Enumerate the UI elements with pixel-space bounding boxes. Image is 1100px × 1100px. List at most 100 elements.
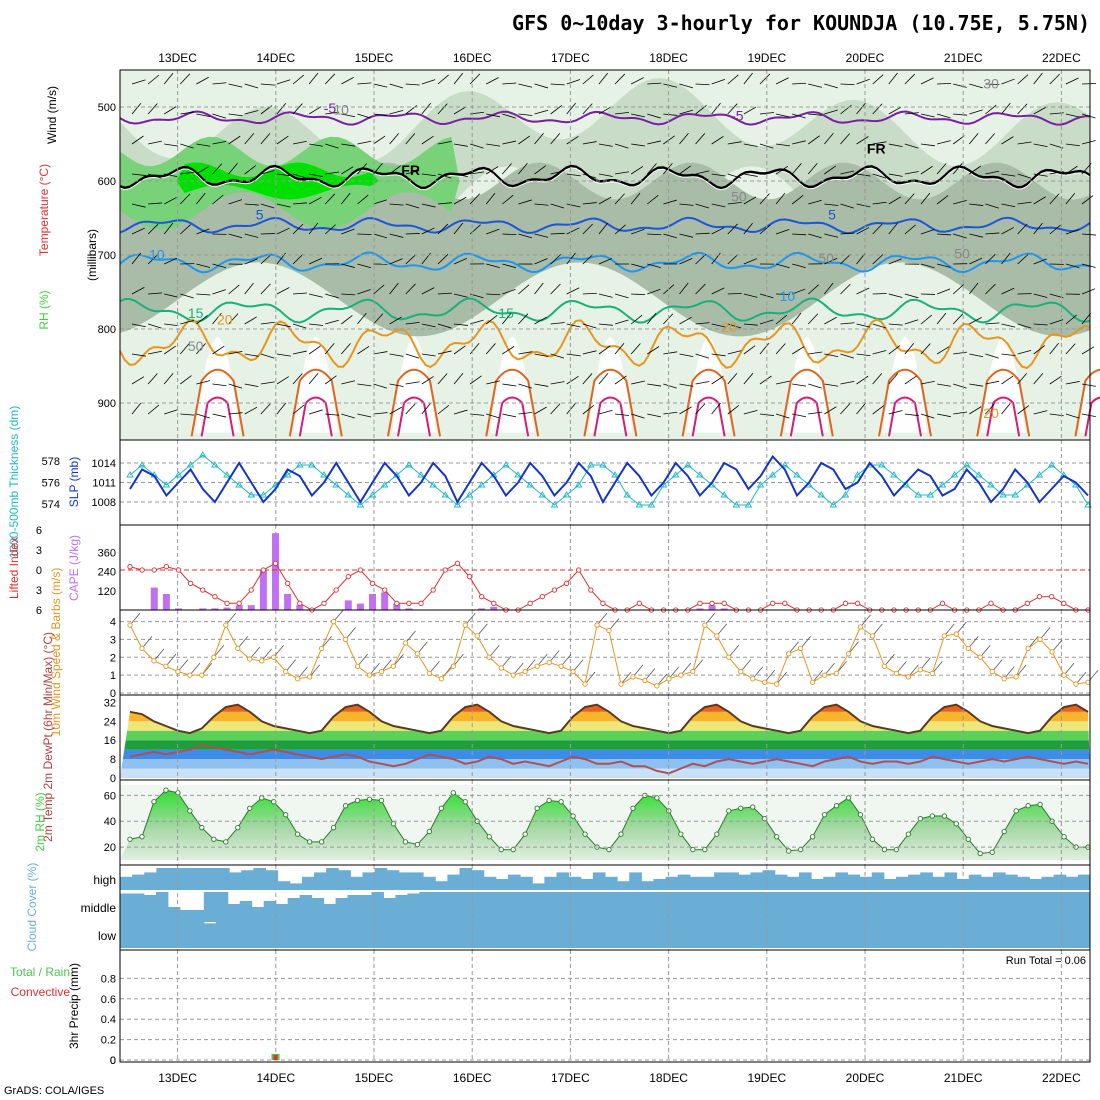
contour-label: FR [867,141,886,157]
cloud-middle-bar [838,892,851,922]
wind-barb [550,322,565,325]
wind-barb [502,82,517,85]
wind-barb [985,322,1000,325]
cloud-low-bar [167,922,181,948]
thickness-line-point [841,491,850,498]
wind-barb [759,319,774,325]
wind-barb [405,133,416,145]
wind-barb [550,203,565,209]
wind-barb [792,263,806,268]
cloud-low-bar [263,922,277,948]
wind-barb [727,254,739,265]
cloud-middle-bar [491,892,504,922]
wind-barb [872,74,884,85]
li-line-point [442,567,448,573]
rh2m-line-point [977,850,983,857]
wind-barb [1017,201,1032,205]
cloud-high-bar [786,876,800,890]
cloud-low-bar [814,922,828,948]
rh2m-line-point [318,839,325,845]
li-line-point [369,580,376,586]
wind-barb [920,380,935,385]
wind-barb [308,372,319,385]
wind-barb [840,403,851,415]
wind-barb [904,224,916,235]
cloud-low-bar [1006,922,1019,948]
wind-barb [131,353,146,357]
wind-barb [711,353,726,357]
wind-speed-line-point [235,645,241,652]
wind-barb [405,321,420,325]
wind-barb [550,254,562,265]
wind-barb [792,383,807,387]
wind-barb [727,323,742,329]
wind-barb [759,375,772,385]
cloud-middle-bar [299,895,313,922]
wind-barb [292,140,307,145]
wind-barb [502,163,512,175]
wind-barb [276,203,291,208]
wind-speed-line-point [881,663,888,669]
thickness-line-point [441,491,450,498]
cloud-high-bar [908,874,921,890]
cloud-low-bar [599,922,612,948]
wind-barb [711,136,724,145]
wind-speed-line-point [366,672,373,678]
wind-barb [244,353,259,357]
wind-barb [808,83,822,88]
wind-barb [936,288,951,295]
wind-barb [808,411,823,415]
wind-barb [775,263,790,269]
wind-barb [502,233,517,236]
wind-barb [647,140,662,145]
wind-barb [711,102,721,115]
cloud-high-bar [277,881,291,890]
wind-barb [614,319,629,325]
wind-barb [341,143,356,147]
wind-barb [502,113,516,119]
contour-25 [1074,368,1100,437]
pressure-tick: 700 [98,250,116,262]
wind-barb [856,375,869,385]
wind-barb [357,82,372,85]
cloud-middle-bar [982,892,995,922]
wind-barb [952,163,963,175]
rh2m-line-point [785,848,792,854]
wind-barb [695,381,710,385]
thickness-line-point [1035,471,1044,478]
wind-barb [888,72,898,85]
wind-barb [485,343,496,355]
wind-barb [341,263,355,268]
thickness-line-point [781,461,789,468]
wind-barb [276,102,287,115]
wind-barb [180,73,191,85]
cloud-high-bar [253,868,266,890]
cape-bar [272,533,280,610]
contour-label: 50 [818,250,834,266]
cloud-middle-bar [646,892,660,922]
wind-barb [679,383,694,387]
li-axis-label: Lifted Index [7,537,21,599]
cloud-low-bar [419,922,432,948]
wind-barb [920,113,935,118]
wind-barb [953,411,968,415]
temp2m-panel: 0 8 16 24 32 [104,694,1091,785]
wind-barb [614,193,625,205]
cloud-high-bar [1077,874,1091,890]
wind-barb [469,343,480,355]
cape-bar [247,605,255,610]
wind-barb [485,192,496,205]
wind-speed-line-point [558,663,564,669]
wind-barb [373,162,383,175]
cloud-middle-bar [1078,892,1091,922]
cloud-low-bar [431,922,444,948]
wind-barb [276,135,289,145]
wind-barb [711,203,726,208]
cloud-high-bar [338,870,351,890]
wind-barb [1065,413,1080,419]
wind-barb [180,375,192,385]
rh2m-line-point [1025,803,1031,809]
wind-barb [437,323,452,329]
wind-barb [292,74,305,85]
thickness-line-point [599,461,607,468]
